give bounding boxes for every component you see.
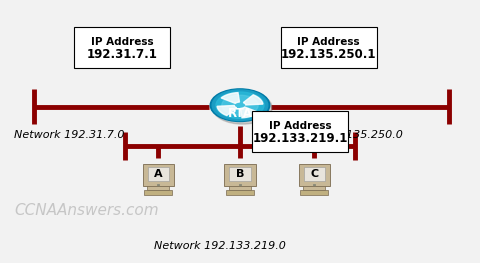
FancyBboxPatch shape	[143, 164, 174, 186]
Text: A: A	[154, 169, 163, 179]
Polygon shape	[221, 93, 240, 103]
FancyBboxPatch shape	[252, 111, 348, 152]
Circle shape	[210, 89, 270, 122]
FancyBboxPatch shape	[300, 190, 328, 195]
FancyBboxPatch shape	[144, 190, 172, 195]
Text: IP Address: IP Address	[269, 121, 331, 131]
FancyBboxPatch shape	[299, 164, 330, 186]
Text: Network 192.31.7.0: Network 192.31.7.0	[14, 130, 125, 140]
Text: 192.31.7.1: 192.31.7.1	[87, 48, 158, 61]
Polygon shape	[217, 105, 237, 115]
FancyBboxPatch shape	[304, 167, 325, 181]
Circle shape	[212, 90, 268, 120]
Polygon shape	[243, 95, 263, 105]
FancyBboxPatch shape	[226, 190, 254, 195]
Text: Network 192.133.219.0: Network 192.133.219.0	[154, 241, 286, 251]
Text: 192.135.250.1: 192.135.250.1	[281, 48, 376, 61]
Text: Network 192.135.250.0: Network 192.135.250.0	[271, 130, 403, 140]
Circle shape	[213, 92, 272, 124]
FancyBboxPatch shape	[224, 164, 256, 186]
FancyBboxPatch shape	[148, 167, 169, 181]
Text: IP Address: IP Address	[91, 37, 154, 47]
Polygon shape	[240, 107, 259, 118]
Circle shape	[216, 92, 264, 118]
FancyBboxPatch shape	[281, 27, 377, 68]
Text: C: C	[311, 169, 318, 179]
Text: 192.133.219.1: 192.133.219.1	[252, 132, 348, 145]
FancyBboxPatch shape	[303, 186, 325, 190]
FancyBboxPatch shape	[229, 186, 251, 190]
Text: B: B	[236, 169, 244, 179]
Text: RTA: RTA	[228, 107, 252, 120]
Circle shape	[222, 95, 258, 115]
Text: IP Address: IP Address	[298, 37, 360, 47]
FancyBboxPatch shape	[74, 27, 170, 68]
FancyBboxPatch shape	[229, 167, 251, 181]
FancyBboxPatch shape	[147, 186, 169, 190]
Text: CCNAAnswers.com: CCNAAnswers.com	[14, 203, 159, 218]
